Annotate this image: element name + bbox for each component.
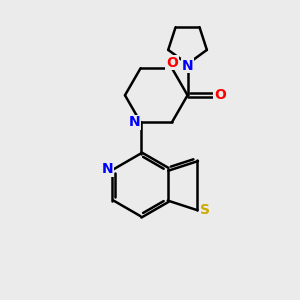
Text: O: O xyxy=(166,56,178,70)
Text: N: N xyxy=(129,115,141,129)
Text: N: N xyxy=(101,162,113,176)
Text: O: O xyxy=(214,88,226,102)
Text: S: S xyxy=(200,203,210,217)
Text: N: N xyxy=(182,58,194,73)
